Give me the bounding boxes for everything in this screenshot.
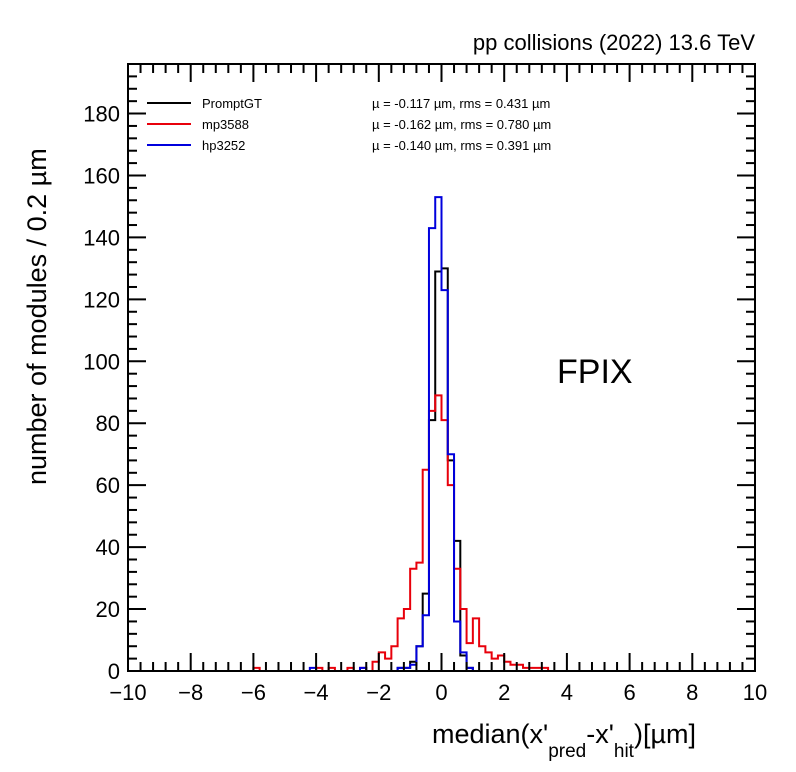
- x-tick-label: 10: [743, 680, 767, 705]
- y-axis-title: number of modules / 0.2 µm: [22, 148, 52, 485]
- y-tick-label: 20: [96, 597, 120, 622]
- legend-stats-promptgt: µ = -0.117 µm, rms = 0.431 µm: [372, 96, 550, 111]
- x-axis-title-main: median(x': [432, 719, 548, 749]
- legend-stats-mp3588: µ = -0.162 µm, rms = 0.780 µm: [372, 117, 551, 132]
- legend-label-promptgt: PromptGT: [202, 96, 262, 111]
- x-tick-label: 2: [498, 680, 510, 705]
- y-tick-label: 100: [83, 349, 120, 374]
- series-mp3588-histogram: [128, 394, 755, 672]
- y-tick-label: 60: [96, 473, 120, 498]
- x-axis-title-sub1: pred: [548, 741, 586, 762]
- y-tick-label: 140: [83, 225, 120, 250]
- y-tick-label: 0: [108, 659, 120, 684]
- legend-label-mp3588: mp3588: [202, 117, 249, 132]
- legend: PromptGT µ = -0.117 µm, rms = 0.431 µm mp3…: [147, 96, 551, 153]
- x-tick-label: −4: [304, 680, 329, 705]
- y-tick-label: 120: [83, 287, 120, 312]
- y-tick-label: 40: [96, 535, 120, 560]
- x-tick-label: 4: [561, 680, 573, 705]
- chart-header: pp collisions (2022) 13.6 TeV: [473, 30, 755, 55]
- y-tick-label: 160: [83, 163, 120, 188]
- plot-frame: [127, 63, 756, 672]
- x-axis-title-mid: -x': [586, 719, 614, 749]
- series-promptgt-histogram: [128, 267, 755, 672]
- x-tick-label: −2: [366, 680, 391, 705]
- plot-area: [128, 196, 755, 672]
- y-tick-label: 80: [96, 411, 120, 436]
- x-tick-label: 0: [435, 680, 447, 705]
- x-tick-label: 8: [686, 680, 698, 705]
- x-axis-title-sub2: hit: [614, 741, 635, 762]
- fpix-annotation: FPIX: [557, 353, 633, 391]
- legend-label-hp3252: hp3252: [202, 138, 245, 153]
- legend-stats-hp3252: µ = -0.140 µm, rms = 0.391 µm: [372, 138, 551, 153]
- x-axis-title: median(x'pred-x'hit)[µm]: [432, 719, 696, 762]
- x-tick-label: −8: [178, 680, 203, 705]
- x-tick-label: 6: [623, 680, 635, 705]
- x-tick-label: −10: [109, 680, 146, 705]
- x-axis-title-end: )[µm]: [634, 719, 696, 749]
- x-tick-label: −6: [241, 680, 266, 705]
- series-hp3252-histogram: [128, 196, 755, 672]
- axes: −10 −8 −6 −4 −2 0 2 4 6 8 100204060801001201401601…: [83, 63, 767, 705]
- y-tick-label: 180: [83, 102, 120, 127]
